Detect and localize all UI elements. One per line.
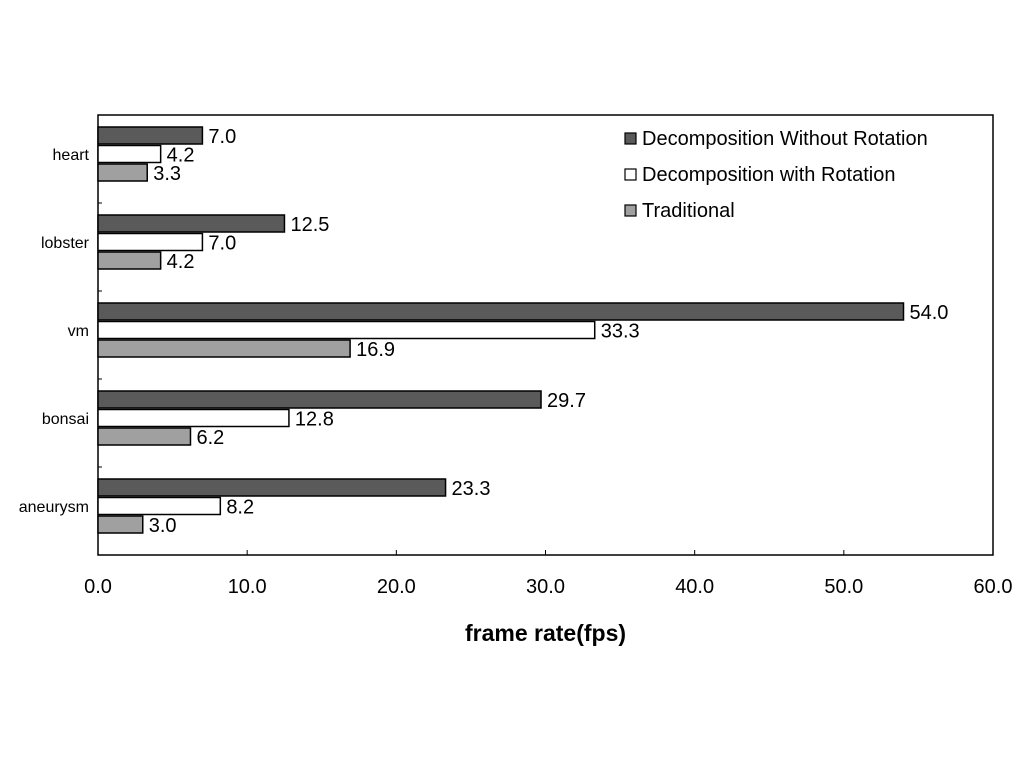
- bar-heart-series-1: [97, 144, 162, 164]
- bar-lobster-series-2: [97, 251, 162, 270]
- category-label-heart: heart: [53, 147, 90, 164]
- bar-bonsai-series-2: [97, 427, 192, 446]
- bar-bonsai-series-1: [97, 408, 290, 428]
- legend-swatch-2: [624, 204, 637, 217]
- category-label-vm: vm: [68, 323, 89, 340]
- x-tick-label-6: 60.0: [974, 576, 1013, 598]
- value-label-heart-series-2: 3.3: [153, 163, 181, 185]
- x-axis-title: frame rate(fps): [465, 620, 626, 646]
- category-label-lobster: lobster: [41, 235, 90, 252]
- value-label-vm-series-2: 16.9: [356, 339, 395, 361]
- value-label-vm-series-1: 33.3: [601, 321, 640, 343]
- x-tick-label-5: 50.0: [824, 576, 863, 598]
- x-tick-label-3: 30.0: [526, 576, 565, 598]
- legend-label-2: Traditional: [642, 200, 735, 222]
- value-label-lobster-series-1: 7.0: [208, 233, 236, 255]
- x-tick-label-4: 40.0: [675, 576, 714, 598]
- bar-bonsai-series-0: [97, 390, 542, 409]
- category-label-bonsai: bonsai: [42, 411, 89, 428]
- value-label-bonsai-series-2: 6.2: [196, 427, 224, 449]
- x-tick-label-1: 10.0: [228, 576, 267, 598]
- x-tick-label-0: 0.0: [84, 576, 112, 598]
- category-label-aneurysm: aneurysm: [19, 499, 89, 516]
- value-label-lobster-series-0: 12.5: [290, 214, 329, 236]
- value-label-bonsai-series-0: 29.7: [547, 390, 586, 412]
- x-tick-label-2: 20.0: [377, 576, 416, 598]
- value-label-vm-series-0: 54.0: [910, 302, 949, 324]
- bar-heart-series-0: [97, 126, 204, 145]
- legend-label-1: Decomposition with Rotation: [642, 164, 895, 186]
- bar-heart-series-2: [97, 163, 148, 182]
- bar-aneurysm-series-2: [97, 515, 144, 534]
- legend-swatch-0: [624, 132, 637, 145]
- value-label-lobster-series-2: 4.2: [167, 251, 195, 273]
- value-label-bonsai-series-1: 12.8: [295, 409, 334, 431]
- bar-aneurysm-series-1: [97, 496, 222, 516]
- bar-vm-series-0: [97, 302, 905, 321]
- bar-lobster-series-1: [97, 232, 204, 252]
- legend-swatch-1: [624, 168, 637, 181]
- value-label-aneurysm-series-2: 3.0: [149, 515, 177, 537]
- bar-vm-series-2: [97, 339, 351, 358]
- bar-lobster-series-0: [97, 214, 286, 233]
- value-label-aneurysm-series-1: 8.2: [226, 497, 254, 519]
- value-label-aneurysm-series-0: 23.3: [452, 478, 491, 500]
- legend-label-0: Decomposition Without Rotation: [642, 128, 928, 150]
- value-label-heart-series-1: 4.2: [167, 145, 195, 167]
- bar-aneurysm-series-0: [97, 478, 447, 497]
- bar-vm-series-1: [97, 320, 596, 340]
- value-label-heart-series-0: 7.0: [208, 126, 236, 148]
